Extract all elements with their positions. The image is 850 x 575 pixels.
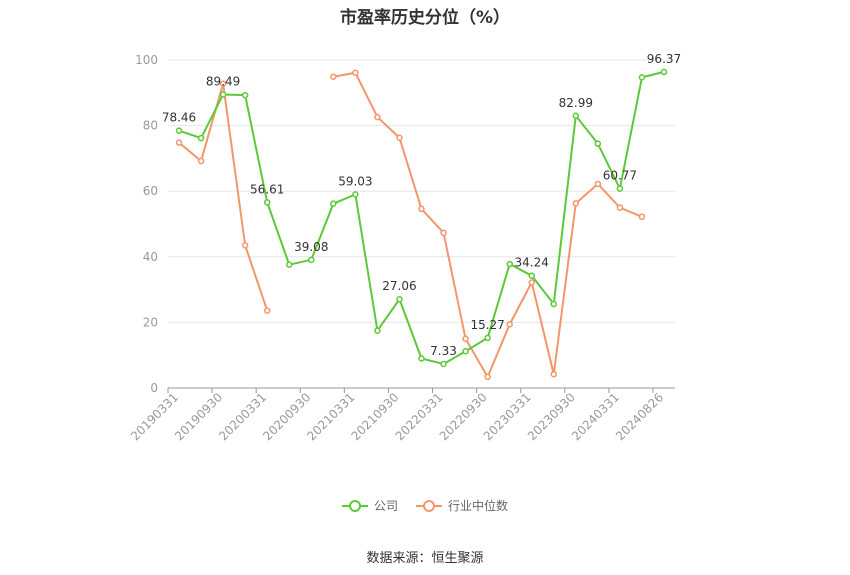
y-tick-label: 60 [143,184,158,198]
series-line-company [178,70,665,365]
data-label: 82.99 [559,96,593,110]
y-tick-label: 40 [143,250,158,264]
data-label: 34.24 [515,256,549,270]
data-label: 15.27 [470,318,504,332]
data-point-company [197,134,205,142]
data-point-company [285,261,293,268]
data-point-industry-median [396,134,403,141]
data-label: 27.06 [382,279,416,293]
data-point-industry-median [219,80,227,87]
data-point-industry-median [374,113,381,121]
data-point-industry-median [175,139,183,146]
data-label: 7.33 [430,344,457,358]
data-point-company [308,256,315,264]
data-label: 60.77 [603,169,637,183]
data-point-company [616,185,624,192]
data-point-industry-median [462,335,469,343]
data-point-company [638,74,646,81]
data-point-company [594,140,602,147]
legend-label-industry-median: 行业中位数 [448,499,509,513]
data-label: 56.61 [250,182,284,196]
data-point-company [418,355,425,362]
data-point-company [352,191,359,198]
data-point-company [660,68,668,76]
data-point-company [528,272,535,279]
data-point-company [396,295,403,303]
data-point-company [330,200,337,207]
data-label: 96.37 [647,52,681,66]
chart-title: 市盈率历史分位（%） [339,8,511,28]
y-tick-label: 80 [143,119,158,133]
data-point-industry-median [484,373,491,381]
data-point-industry-median [572,200,580,207]
legend-item-company[interactable]: 公司 [341,497,398,514]
data-point-company [175,127,183,134]
data-label: 39.08 [294,240,328,254]
data-point-industry-median [352,69,359,77]
legend-item-industry-median[interactable]: 行业中位数 [416,497,508,514]
y-tick-label: 0 [150,381,158,395]
data-point-industry-median [241,242,249,249]
x-tick-label: 20240826 [613,390,666,443]
data-label: 59.03 [338,174,372,188]
data-point-company [484,334,491,342]
data-label: 89.49 [206,74,240,88]
data-point-industry-median [550,370,558,378]
data-point-industry-median [263,307,271,314]
y-tick-label: 20 [143,315,158,329]
data-point-industry-median [506,321,513,328]
data-point-industry-median [440,229,447,237]
data-point-company [374,327,381,334]
data-point-company [219,91,227,98]
data-point-company [506,260,513,268]
legend-label-company: 公司 [373,499,398,513]
data-point-company [550,300,558,308]
data-point-industry-median [616,204,624,211]
y-tick-label: 100 [135,53,158,67]
data-point-company [572,112,580,120]
data-point-company [440,360,447,368]
legend-swatch-industry-median-icon [416,499,442,512]
data-source: 数据来源：恒生聚源 [366,551,484,566]
data-label: 78.46 [162,111,196,125]
data-point-company [263,199,271,206]
data-point-company [241,91,249,99]
chart-legend: 公司 行业中位数 [0,497,850,514]
data-point-industry-median [594,180,602,188]
data-point-industry-median [197,157,205,165]
data-point-industry-median [638,213,646,221]
data-point-industry-median [528,279,535,286]
data-point-company [462,348,469,355]
data-point-industry-median [330,73,337,80]
data-point-industry-median [418,205,425,213]
legend-swatch-company-icon [341,499,368,512]
